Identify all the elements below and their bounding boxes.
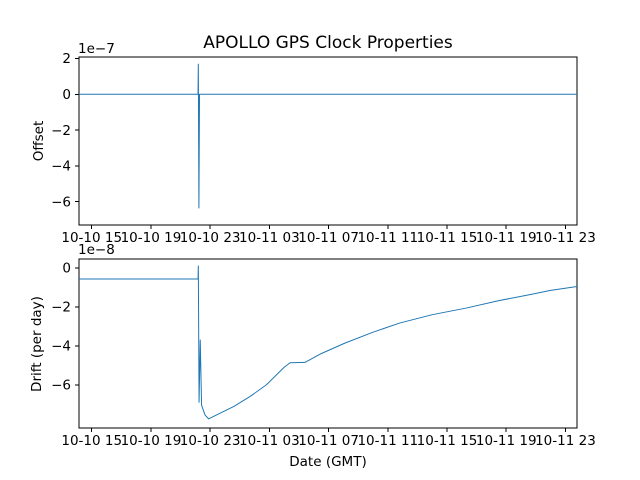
axes-spines (78, 56, 578, 226)
x-tick-label: 10-10 15 (61, 230, 122, 246)
y-tick-label: −6 (51, 194, 71, 210)
offset-scale-label: 1e−7 (78, 41, 115, 57)
x-tick-label: 10-11 23 (535, 433, 596, 449)
y-tick-label: −4 (51, 339, 71, 355)
x-tick-label: 10-10 23 (180, 230, 241, 246)
y-tick-label: −2 (51, 300, 71, 316)
chart-title: APOLLO GPS Clock Properties (203, 33, 453, 53)
x-tick-label: 10-11 03 (239, 230, 300, 246)
y-tick-label: 0 (62, 87, 71, 103)
x-axis-label: Date (GMT) (289, 454, 367, 470)
x-tick-label: 10-11 15 (417, 433, 478, 449)
data-line-drift (79, 265, 578, 420)
drift-axis-label: Drift (per day) (29, 296, 45, 392)
x-tick-label: 10-10 19 (121, 230, 182, 246)
x-tick-label: 10-11 11 (357, 433, 418, 449)
y-tick-label: −6 (51, 378, 71, 394)
y-tick-label: 0 (62, 261, 71, 277)
x-tick-label: 10-10 19 (121, 433, 182, 449)
data-line-offset (79, 63, 577, 209)
x-tick-label: 10-11 11 (357, 230, 418, 246)
x-tick-label: 10-11 03 (239, 433, 300, 449)
y-tick-label: 2 (62, 51, 71, 67)
y-tick-label: −4 (51, 159, 71, 175)
offset-axis-label: Offset (31, 120, 47, 162)
x-tick-label: 10-11 07 (298, 230, 359, 246)
y-tick-label: −2 (51, 123, 71, 139)
x-tick-label: 10-11 07 (298, 433, 359, 449)
drift-scale-label: 1e−8 (78, 242, 115, 258)
x-tick-label: 10-10 23 (180, 433, 241, 449)
axes-spines (78, 258, 578, 429)
x-tick-label: 10-10 15 (61, 433, 122, 449)
x-tick-label: 10-11 15 (417, 230, 478, 246)
x-tick-label: 10-11 19 (476, 230, 537, 246)
x-tick-label: 10-11 23 (535, 230, 596, 246)
x-tick-label: 10-11 19 (476, 433, 537, 449)
